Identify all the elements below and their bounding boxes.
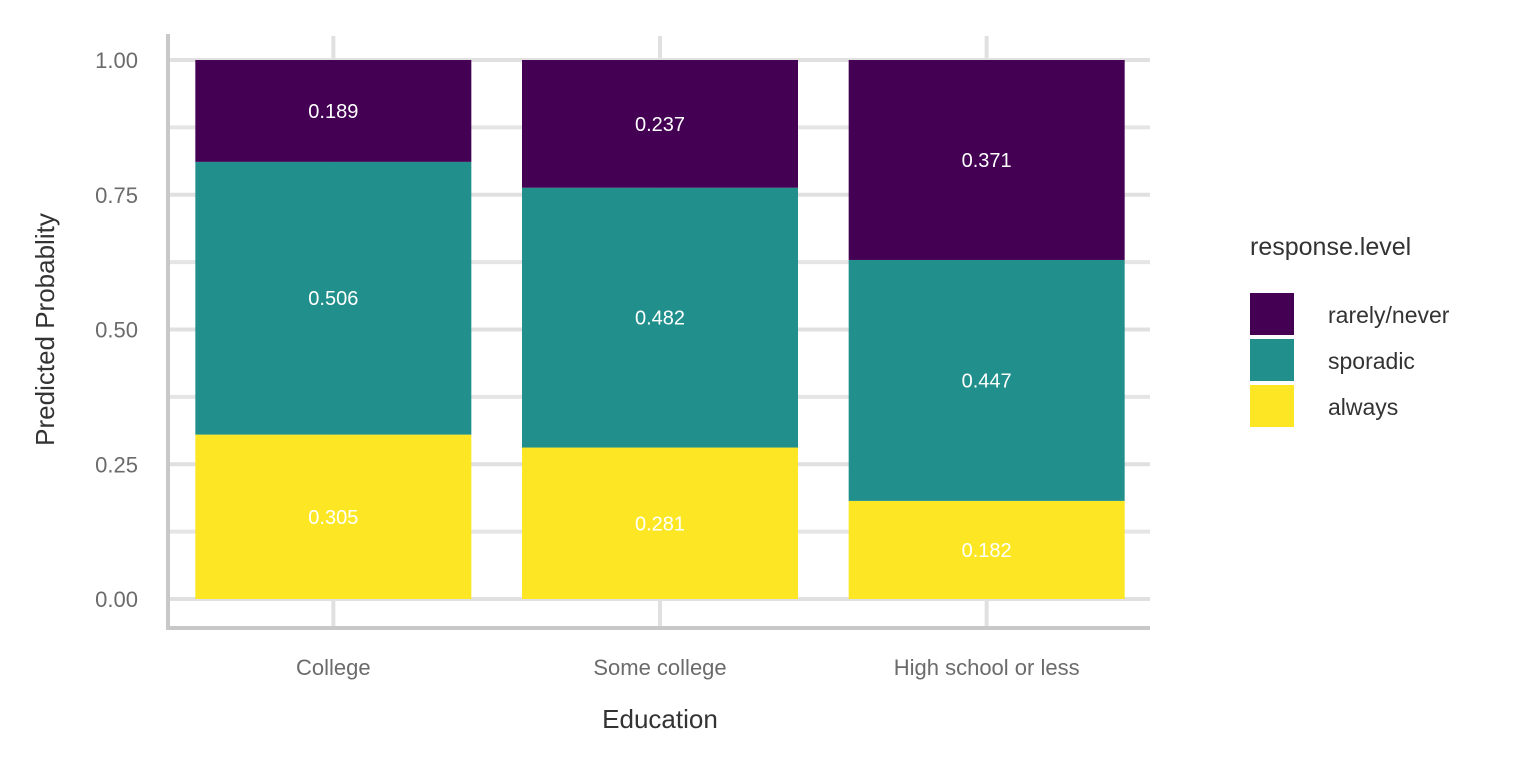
- x-tick-label: Some college: [593, 655, 726, 680]
- y-tick-labels: 0.00 0.25 0.50 0.75 1.00: [95, 48, 138, 612]
- x-axis-title: Education: [602, 704, 718, 734]
- data-label: 0.447: [962, 370, 1012, 392]
- bar-segment: [195, 161, 472, 435]
- bar-segment: [195, 60, 472, 162]
- legend-swatch: [1250, 339, 1294, 381]
- y-tick-label: 0.50: [95, 318, 138, 343]
- data-label: 0.182: [962, 540, 1012, 562]
- data-label: 0.189: [308, 101, 358, 123]
- data-label: 0.482: [635, 308, 685, 330]
- legend-title: response.level: [1250, 233, 1411, 261]
- data-label: 0.371: [962, 150, 1012, 172]
- x-tick-labels: College Some college High school or less: [296, 655, 1080, 680]
- legend: response.level rarely/never sporadic alway…: [1250, 233, 1450, 427]
- x-tick-label: High school or less: [894, 655, 1080, 680]
- bar-labels: 0.305 0.506 0.189 0.281 0.482 0.237 0.182 0.447…: [308, 101, 1011, 562]
- axes: [166, 34, 1150, 630]
- legend-label: sporadic: [1328, 348, 1415, 374]
- y-tick-label: 0.75: [95, 183, 138, 208]
- data-label: 0.281: [635, 513, 685, 535]
- y-tick-label: 0.00: [95, 587, 138, 612]
- y-tick-label: 1.00: [95, 48, 138, 73]
- legend-label: always: [1328, 394, 1398, 420]
- bar-segment: [522, 187, 798, 448]
- bar-segment: [522, 447, 798, 599]
- y-tick-label: 0.25: [95, 452, 138, 477]
- legend-label: rarely/never: [1328, 302, 1450, 328]
- bar-segment: [848, 60, 1125, 260]
- data-label: 0.237: [635, 114, 685, 136]
- legend-swatch: [1250, 385, 1294, 427]
- bar-segment: [848, 500, 1125, 599]
- x-tick-label: College: [296, 655, 371, 680]
- bar-segment: [522, 60, 798, 188]
- y-axis-title: Predicted Probablity: [30, 213, 60, 446]
- data-label: 0.506: [308, 288, 358, 310]
- bar-segment: [848, 259, 1125, 501]
- data-label: 0.305: [308, 507, 358, 529]
- bar-segment: [195, 434, 472, 599]
- legend-swatch: [1250, 293, 1294, 335]
- bars: [195, 60, 1125, 599]
